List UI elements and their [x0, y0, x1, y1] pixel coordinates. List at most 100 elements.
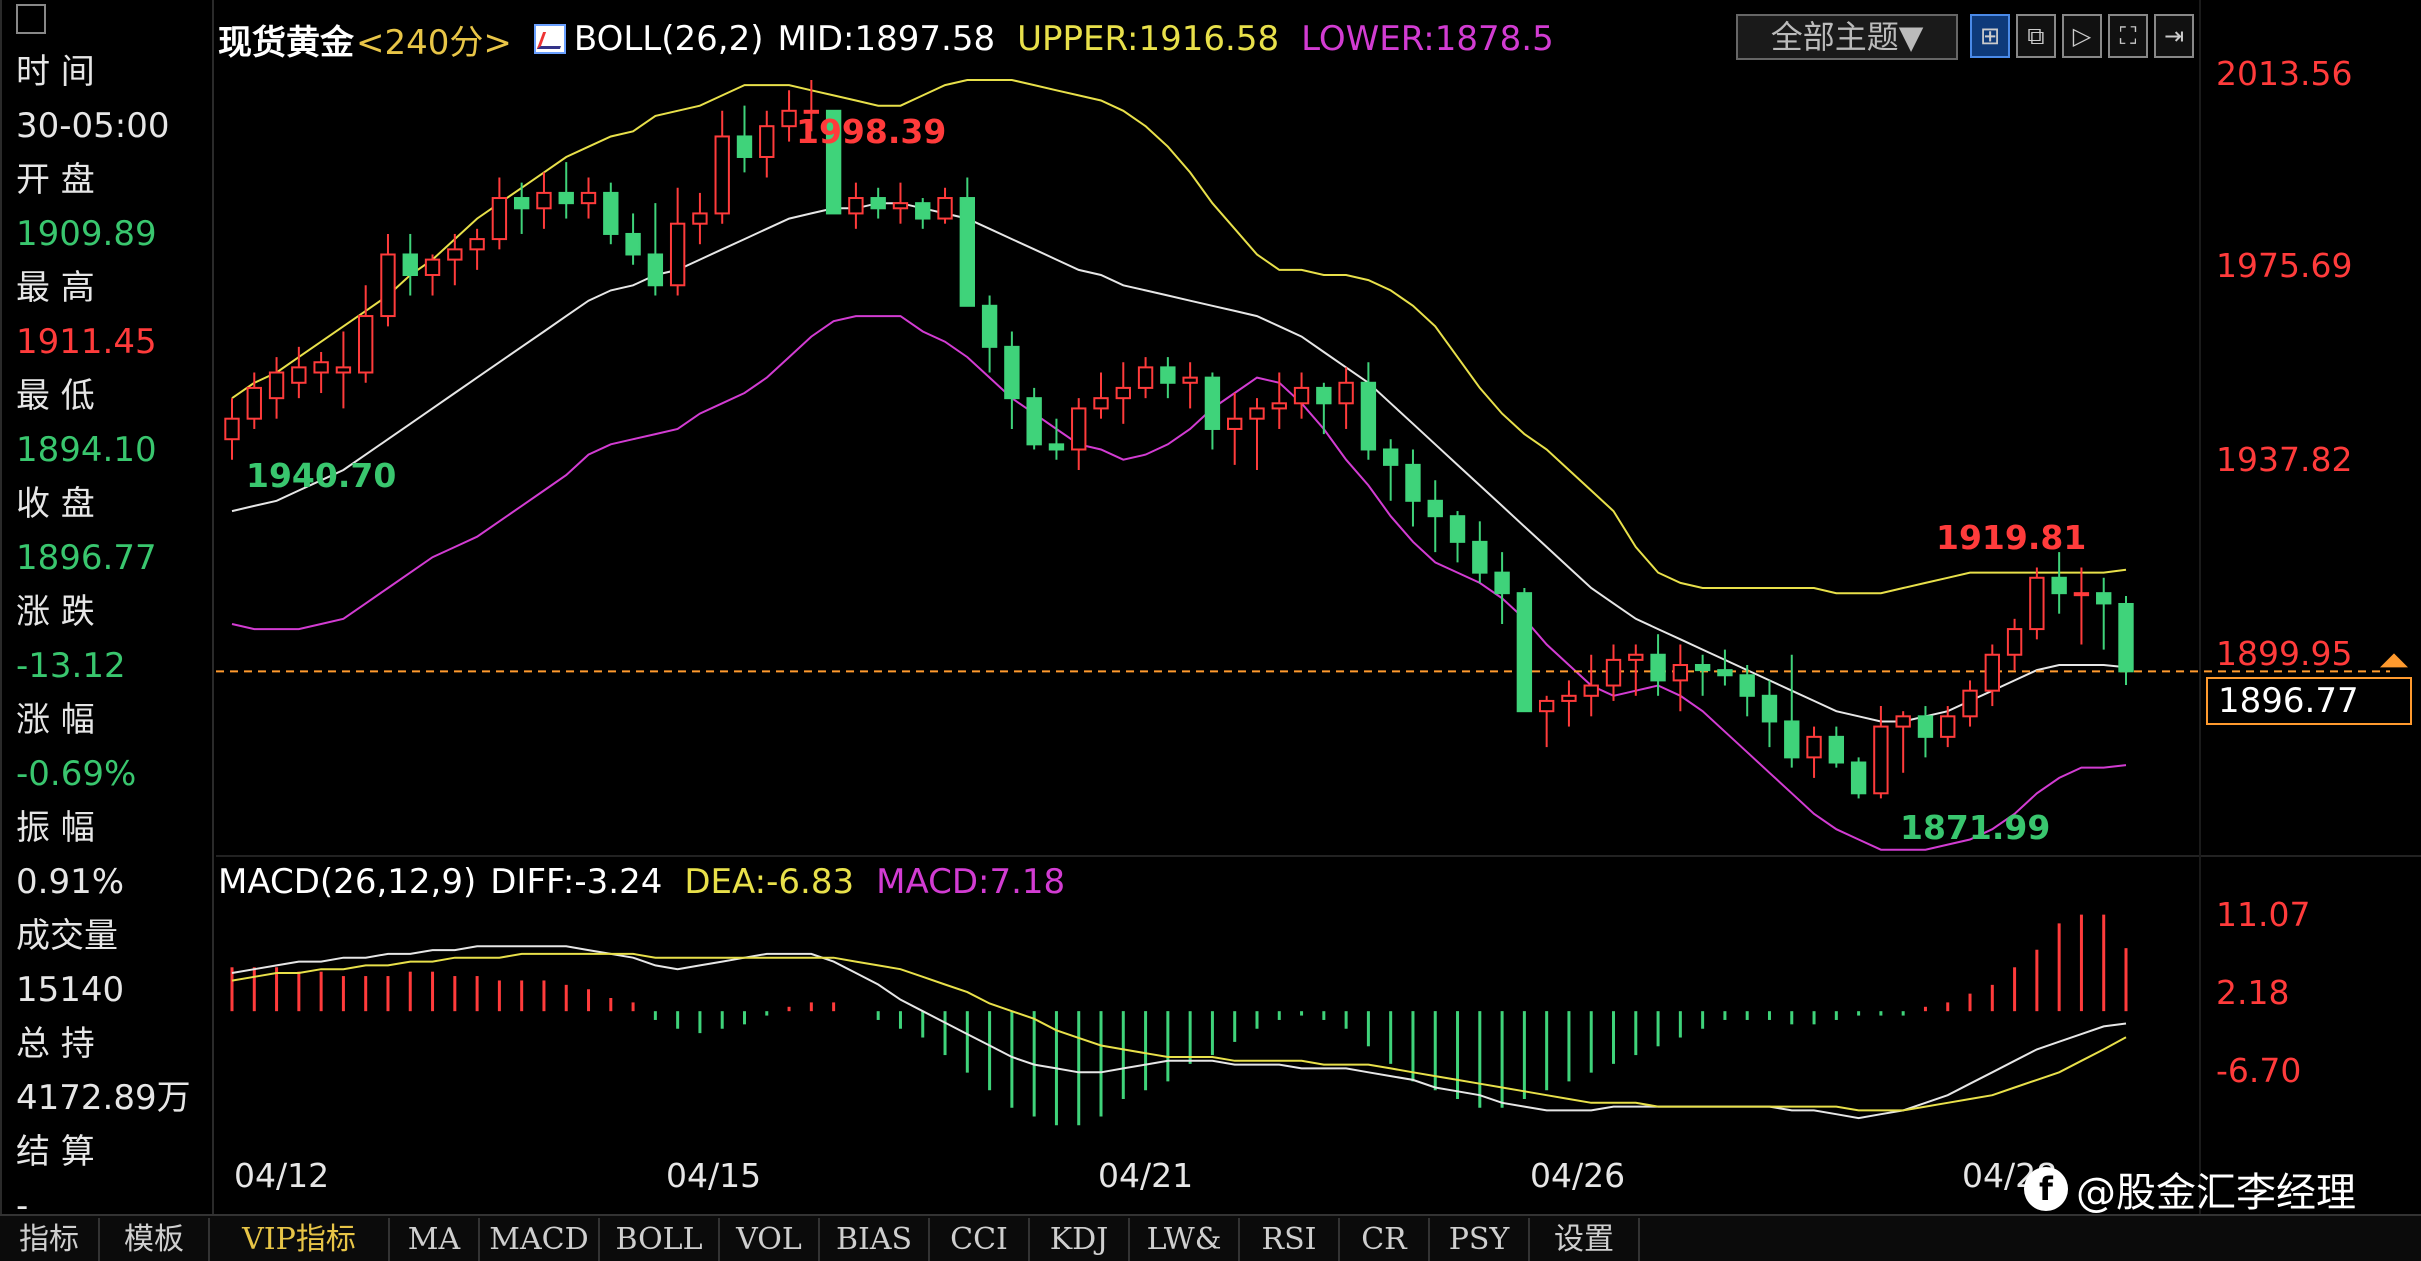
candle-body [1739, 674, 1755, 697]
candle-body [803, 109, 820, 114]
candle-body [714, 135, 730, 215]
candle-body [1382, 448, 1399, 466]
candle-body [424, 258, 441, 277]
tab-3[interactable]: MA [390, 1218, 480, 1261]
candle-body [1494, 571, 1510, 595]
candle-body [513, 197, 530, 210]
tab-6[interactable]: VOL [720, 1218, 820, 1261]
info-label: 最 高 [16, 268, 95, 308]
info-label: 最 低 [16, 376, 95, 416]
boll-lower-line [231, 315, 2127, 851]
tab-11[interactable]: RSI [1240, 1218, 1340, 1261]
candle-body [1761, 694, 1778, 723]
candle-body [268, 371, 285, 400]
candle-body [1561, 694, 1577, 702]
candle-body [669, 222, 686, 287]
grid-icon[interactable] [16, 4, 46, 34]
tab-12[interactable]: CR [1340, 1218, 1430, 1261]
candle-body [1048, 443, 1065, 451]
boll-indicator-name[interactable]: BOLL(26,2) [573, 19, 764, 59]
tab-5[interactable]: BOLL [600, 1218, 720, 1261]
zoom-box-icon[interactable]: ⛶ [2108, 14, 2148, 58]
macd-diff-line [231, 945, 2127, 1120]
info-value: 1911.45 [16, 322, 157, 362]
candle-body [1227, 417, 1243, 430]
candle-body [558, 191, 574, 205]
low-annotation-left: 1940.70 [246, 456, 397, 495]
info-value: 0.91% [16, 862, 125, 902]
price-tick-label: 1899.95 [2216, 634, 2353, 673]
candle-body [1160, 366, 1176, 384]
macd-diff-value: DIFF:-3.24 [490, 862, 663, 902]
info-value: -0.69% [16, 754, 137, 794]
tab-10[interactable]: LW& [1130, 1218, 1240, 1261]
candle-body [1115, 386, 1131, 400]
tab-1[interactable]: 模板 [100, 1218, 210, 1261]
candle-body [1984, 653, 2000, 692]
tab-2[interactable]: VIP指标 [210, 1218, 390, 1261]
candle-body [1895, 715, 1911, 728]
candle-body [1449, 515, 1466, 543]
candle-body [380, 253, 396, 318]
candle-body [1583, 684, 1599, 697]
forward-box-icon[interactable]: ⇥ [2154, 14, 2194, 58]
candle-body [224, 417, 240, 441]
candle-body [1137, 366, 1154, 389]
info-value: 1896.77 [16, 538, 157, 578]
candle-body [1917, 715, 1934, 738]
candle-body [1672, 664, 1689, 682]
chart-box-icon[interactable]: ⧉ [2016, 14, 2056, 58]
candle-body [291, 366, 307, 384]
tab-8[interactable]: CCI [930, 1218, 1030, 1261]
boll-mid-line [231, 202, 2127, 723]
tab-7[interactable]: BIAS [820, 1218, 930, 1261]
candle-body [2006, 628, 2023, 656]
candle-body [603, 191, 619, 235]
candle-body [1850, 761, 1867, 795]
candle-body [2118, 602, 2134, 673]
crosshair-icon[interactable]: ⊞ [1970, 14, 2010, 58]
tab-9[interactable]: KDJ [1030, 1218, 1130, 1261]
tab-4[interactable]: MACD [480, 1218, 600, 1261]
candle-body [937, 197, 953, 220]
candle-body [1204, 376, 1221, 430]
tab-14[interactable]: 设置 [1530, 1218, 1640, 1261]
candle-body [1026, 397, 1042, 446]
date-tick-label: 04/26 [1530, 1156, 1626, 1195]
candle-body [1784, 720, 1800, 759]
candle-body [1538, 699, 1555, 713]
candle-body [1605, 658, 1622, 687]
candle-body [1650, 653, 1666, 682]
indicator-tab-bar: 指标 模板 VIP指标 MA MACD BOLL VOL BIAS CCI KDJ LW& RSI CR… [0, 1214, 2421, 1261]
candle-body [1093, 397, 1109, 410]
candle-body [491, 197, 508, 241]
tab-0[interactable]: 指标 [0, 1218, 100, 1261]
symbol-name[interactable]: 现货黄金 [218, 22, 354, 63]
info-label: 振 幅 [16, 808, 95, 848]
candle-body [959, 197, 976, 307]
candle-body [2096, 592, 2112, 605]
play-box-icon[interactable]: ▷ [2062, 14, 2102, 58]
facebook-icon: f [2024, 1167, 2068, 1211]
candle-body [736, 135, 753, 158]
candle-body [848, 197, 864, 215]
candle-body [781, 109, 797, 128]
candle-body [1628, 653, 1644, 661]
info-value: -13.12 [16, 646, 126, 686]
period-label[interactable]: <240分> [356, 22, 512, 63]
candle-body [1717, 669, 1733, 677]
macd-dea-value: DEA:-6.83 [684, 862, 855, 902]
boll-upper-value: UPPER:1916.58 [1017, 19, 1280, 59]
boll-mid-value: MID:1897.58 [777, 19, 996, 59]
candle-body [825, 109, 842, 215]
macd-name[interactable]: MACD(26,12,9) [218, 862, 477, 902]
theme-dropdown[interactable]: 全部主题▼ [1736, 14, 1958, 60]
macd-macd-value: MACD:7.18 [876, 862, 1066, 902]
candle-body [1316, 386, 1332, 405]
candle-body [2051, 576, 2067, 595]
info-label: 涨 跌 [16, 592, 95, 632]
info-value: 1909.89 [16, 214, 157, 254]
candle-body [335, 366, 352, 374]
tab-13[interactable]: PSY [1430, 1218, 1530, 1261]
